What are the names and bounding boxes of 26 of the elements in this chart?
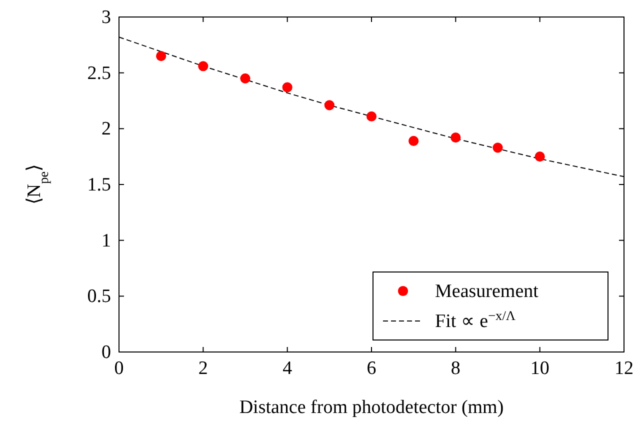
x-tick-label: 4 bbox=[282, 358, 293, 379]
y-tick-label: 0 bbox=[102, 342, 111, 363]
point bbox=[408, 136, 419, 146]
point bbox=[324, 100, 334, 110]
x-tick-label: 2 bbox=[198, 358, 208, 379]
point bbox=[282, 82, 292, 92]
point bbox=[492, 142, 503, 153]
point bbox=[240, 73, 250, 84]
legend-label: Fit ∝ e$^{−x/Λ}$ bbox=[435, 308, 516, 332]
point bbox=[366, 111, 377, 122]
y-tick-label: 3 bbox=[102, 7, 111, 28]
y-tick-label: 1 bbox=[102, 230, 111, 252]
legend-label: Measurement bbox=[435, 281, 540, 302]
x-tick-label: 8 bbox=[450, 358, 460, 379]
y-tick-label: 1.5 bbox=[87, 174, 111, 196]
y-tick-label: 2.5 bbox=[87, 62, 111, 84]
x-tick-label: 6 bbox=[366, 358, 376, 379]
point bbox=[198, 61, 208, 72]
point bbox=[156, 51, 166, 62]
y-tick-label: 2 bbox=[102, 118, 111, 140]
x-tick-label: 12 bbox=[614, 358, 634, 379]
x-axis-title: Distance from photodetector (mm) bbox=[239, 397, 504, 418]
point bbox=[534, 152, 545, 162]
x-tick-label: 10 bbox=[530, 358, 550, 379]
point bbox=[450, 132, 461, 143]
y-tick-label: 0.5 bbox=[87, 286, 111, 308]
